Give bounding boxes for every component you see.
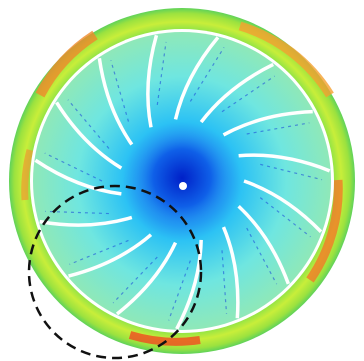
blade xyxy=(173,36,220,120)
hot-zone xyxy=(306,179,343,283)
blade xyxy=(199,62,274,124)
center-point xyxy=(179,182,187,190)
blade xyxy=(34,158,122,196)
blade xyxy=(146,34,159,128)
blade xyxy=(39,215,133,227)
blade xyxy=(68,233,153,278)
hot-zone xyxy=(238,21,334,98)
blades xyxy=(34,34,331,330)
blade xyxy=(221,226,240,319)
blade xyxy=(243,179,323,233)
blade xyxy=(115,241,178,316)
blade xyxy=(237,204,291,285)
blade xyxy=(222,109,313,137)
hot-zone xyxy=(35,30,98,98)
hub-region xyxy=(134,130,230,226)
blade xyxy=(97,57,134,146)
blade xyxy=(55,101,123,170)
highlight-circle xyxy=(27,184,203,360)
blade xyxy=(175,239,203,330)
blade xyxy=(238,153,331,173)
hot-zone xyxy=(21,149,34,201)
